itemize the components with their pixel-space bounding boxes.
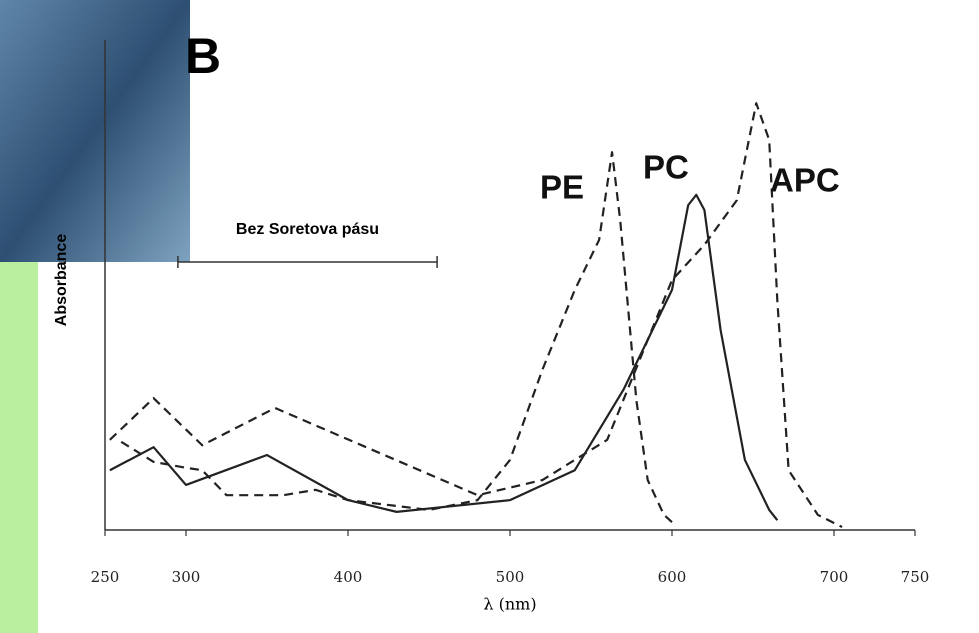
series-label: PC xyxy=(643,149,689,186)
spectrum-line xyxy=(120,151,673,523)
x-tick-label: 750 xyxy=(901,568,930,586)
x-axis-label: λ (nm) xyxy=(483,595,536,614)
annotation: Bez Soretova pásu xyxy=(236,221,379,238)
x-tick-label: 600 xyxy=(658,568,687,586)
spectrum-line xyxy=(109,193,779,521)
y-axis-label: Absorbance xyxy=(53,234,70,327)
x-tick-label: 500 xyxy=(496,568,525,586)
white-panel xyxy=(38,0,979,633)
panel-label: B xyxy=(185,28,221,84)
x-tick-label: 250 xyxy=(91,568,120,586)
x-tick-label: 400 xyxy=(334,568,363,586)
series-label: APC xyxy=(770,162,840,199)
background-image xyxy=(0,0,190,262)
x-tick-label: 300 xyxy=(172,568,201,586)
x-tick-label: 700 xyxy=(820,568,849,586)
series-label: PE xyxy=(540,169,584,206)
spectrum-line xyxy=(109,102,843,529)
